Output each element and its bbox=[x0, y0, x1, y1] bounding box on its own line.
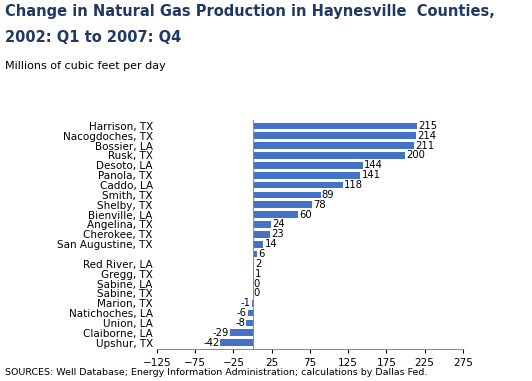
Text: 211: 211 bbox=[415, 141, 434, 150]
Text: 118: 118 bbox=[344, 180, 363, 190]
Bar bbox=[253, 123, 417, 129]
Text: -42: -42 bbox=[203, 338, 219, 348]
Bar bbox=[253, 172, 360, 179]
Bar bbox=[253, 142, 414, 149]
Bar bbox=[252, 300, 253, 307]
Text: 6: 6 bbox=[258, 249, 264, 259]
Text: 0: 0 bbox=[254, 279, 260, 288]
Bar bbox=[253, 192, 321, 198]
Text: 0: 0 bbox=[254, 288, 260, 298]
Text: 23: 23 bbox=[271, 229, 284, 239]
Text: 144: 144 bbox=[364, 160, 383, 170]
Bar bbox=[246, 320, 253, 327]
Text: -6: -6 bbox=[237, 308, 247, 318]
Bar bbox=[253, 231, 270, 238]
Text: 1: 1 bbox=[254, 269, 261, 279]
Bar bbox=[248, 310, 253, 317]
Text: 141: 141 bbox=[362, 170, 380, 180]
Bar bbox=[253, 202, 312, 208]
Bar bbox=[253, 251, 257, 258]
Text: Millions of cubic feet per day: Millions of cubic feet per day bbox=[5, 61, 166, 71]
Bar bbox=[253, 211, 298, 218]
Bar bbox=[253, 221, 271, 228]
Bar bbox=[230, 330, 253, 336]
Text: Change in Natural Gas Production in Haynesville  Counties,: Change in Natural Gas Production in Hayn… bbox=[5, 4, 495, 19]
Text: 214: 214 bbox=[417, 131, 436, 141]
Text: 89: 89 bbox=[322, 190, 335, 200]
Bar bbox=[253, 241, 263, 248]
Text: -1: -1 bbox=[240, 298, 251, 308]
Text: 215: 215 bbox=[418, 121, 437, 131]
Text: SOURCES: Well Database; Energy Information Administration; calculations by Dalla: SOURCES: Well Database; Energy Informati… bbox=[5, 368, 428, 377]
Text: -8: -8 bbox=[235, 318, 245, 328]
Bar bbox=[220, 339, 253, 346]
Text: 2002: Q1 to 2007: Q4: 2002: Q1 to 2007: Q4 bbox=[5, 30, 181, 45]
Bar bbox=[253, 261, 254, 267]
Text: 60: 60 bbox=[300, 210, 312, 219]
Text: -29: -29 bbox=[213, 328, 229, 338]
Text: 24: 24 bbox=[272, 219, 285, 229]
Bar bbox=[253, 162, 363, 169]
Bar bbox=[253, 152, 405, 159]
Bar bbox=[253, 133, 416, 139]
Text: 14: 14 bbox=[264, 239, 277, 249]
Text: 2: 2 bbox=[255, 259, 262, 269]
Bar bbox=[253, 182, 343, 188]
Text: 200: 200 bbox=[406, 150, 426, 160]
Text: 78: 78 bbox=[313, 200, 326, 210]
